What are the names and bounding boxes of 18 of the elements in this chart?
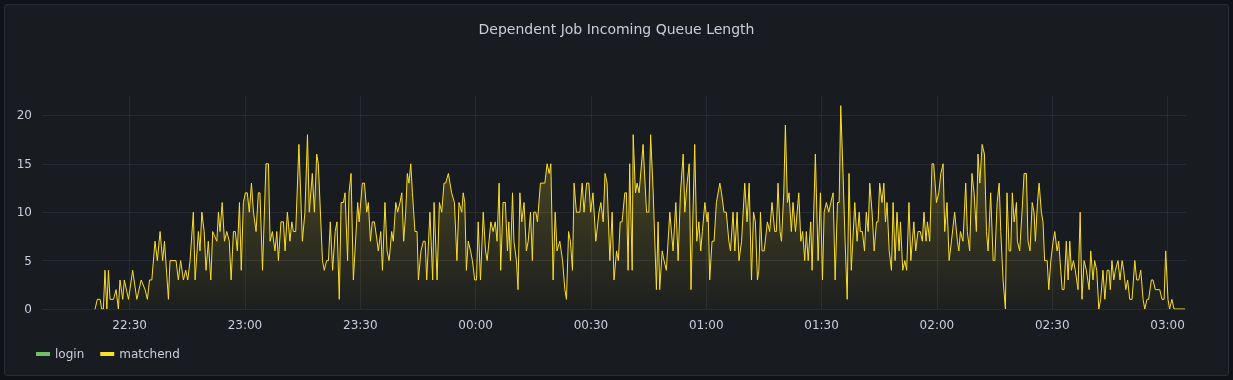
x-tick-label: 03:00 [1150,318,1185,332]
x-tick-label: 02:30 [1034,318,1070,332]
chart-title: Dependent Job Incoming Queue Length [478,21,755,37]
y-tick-label: 15 [16,156,32,171]
x-tick-label: 00:00 [458,318,493,332]
x-tick-label: 01:00 [688,318,724,332]
x-tick-label: 23:00 [227,318,263,332]
y-tick-label: 0 [24,302,32,316]
x-tick-label: 00:30 [573,318,609,332]
x-tick-label: 02:00 [919,318,955,332]
x-tick-label: 01:30 [804,318,839,332]
legend-label: matchend [119,347,180,361]
legend-label: login [55,347,85,361]
x-tick-label: 23:30 [342,318,378,332]
x-tick-label: 22:30 [112,318,147,332]
y-tick-label: 10 [16,205,32,220]
y-tick-label: 5 [24,253,32,268]
y-tick-label: 20 [16,108,32,123]
